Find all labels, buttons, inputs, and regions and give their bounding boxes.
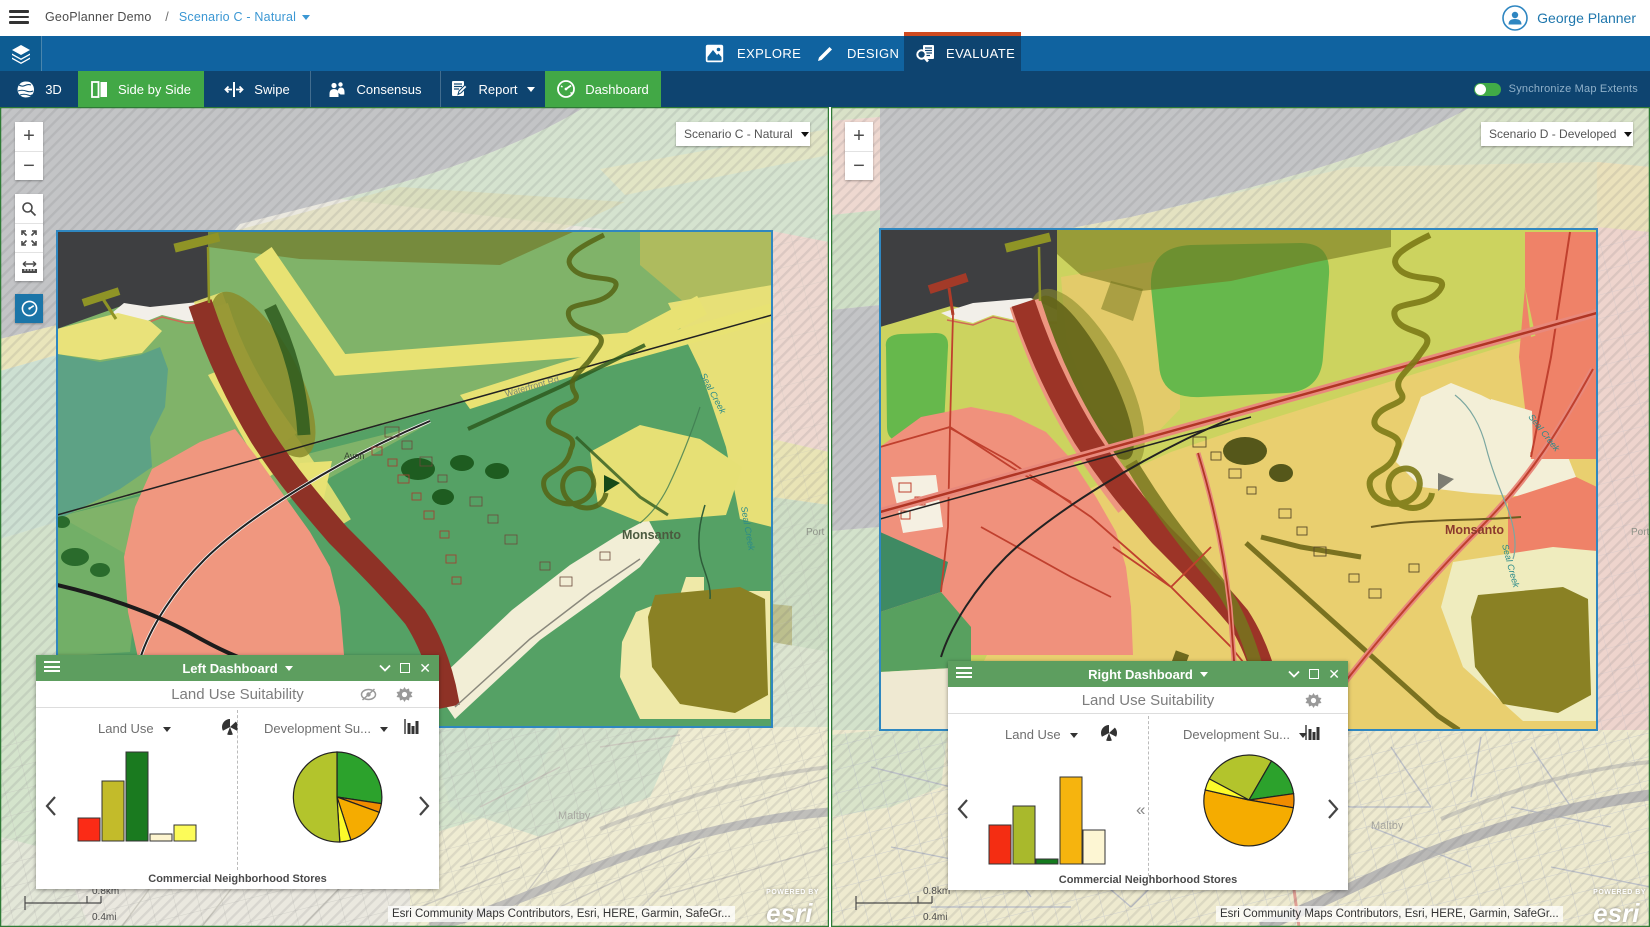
svg-text:0.8km: 0.8km: [923, 886, 950, 897]
svg-text:0.8km: 0.8km: [92, 886, 119, 897]
svg-text:0.4mi: 0.4mi: [923, 912, 947, 923]
svg-text:0.4mi: 0.4mi: [92, 912, 116, 923]
svg-text:Port: Port: [1631, 527, 1650, 538]
svg-text:Port: Port: [806, 527, 825, 538]
svg-text:Avon: Avon: [344, 451, 364, 461]
svg-text:Maltby: Maltby: [558, 810, 591, 822]
svg-text:Monsanto: Monsanto: [1445, 523, 1504, 537]
svg-text:Monsanto: Monsanto: [622, 528, 681, 542]
